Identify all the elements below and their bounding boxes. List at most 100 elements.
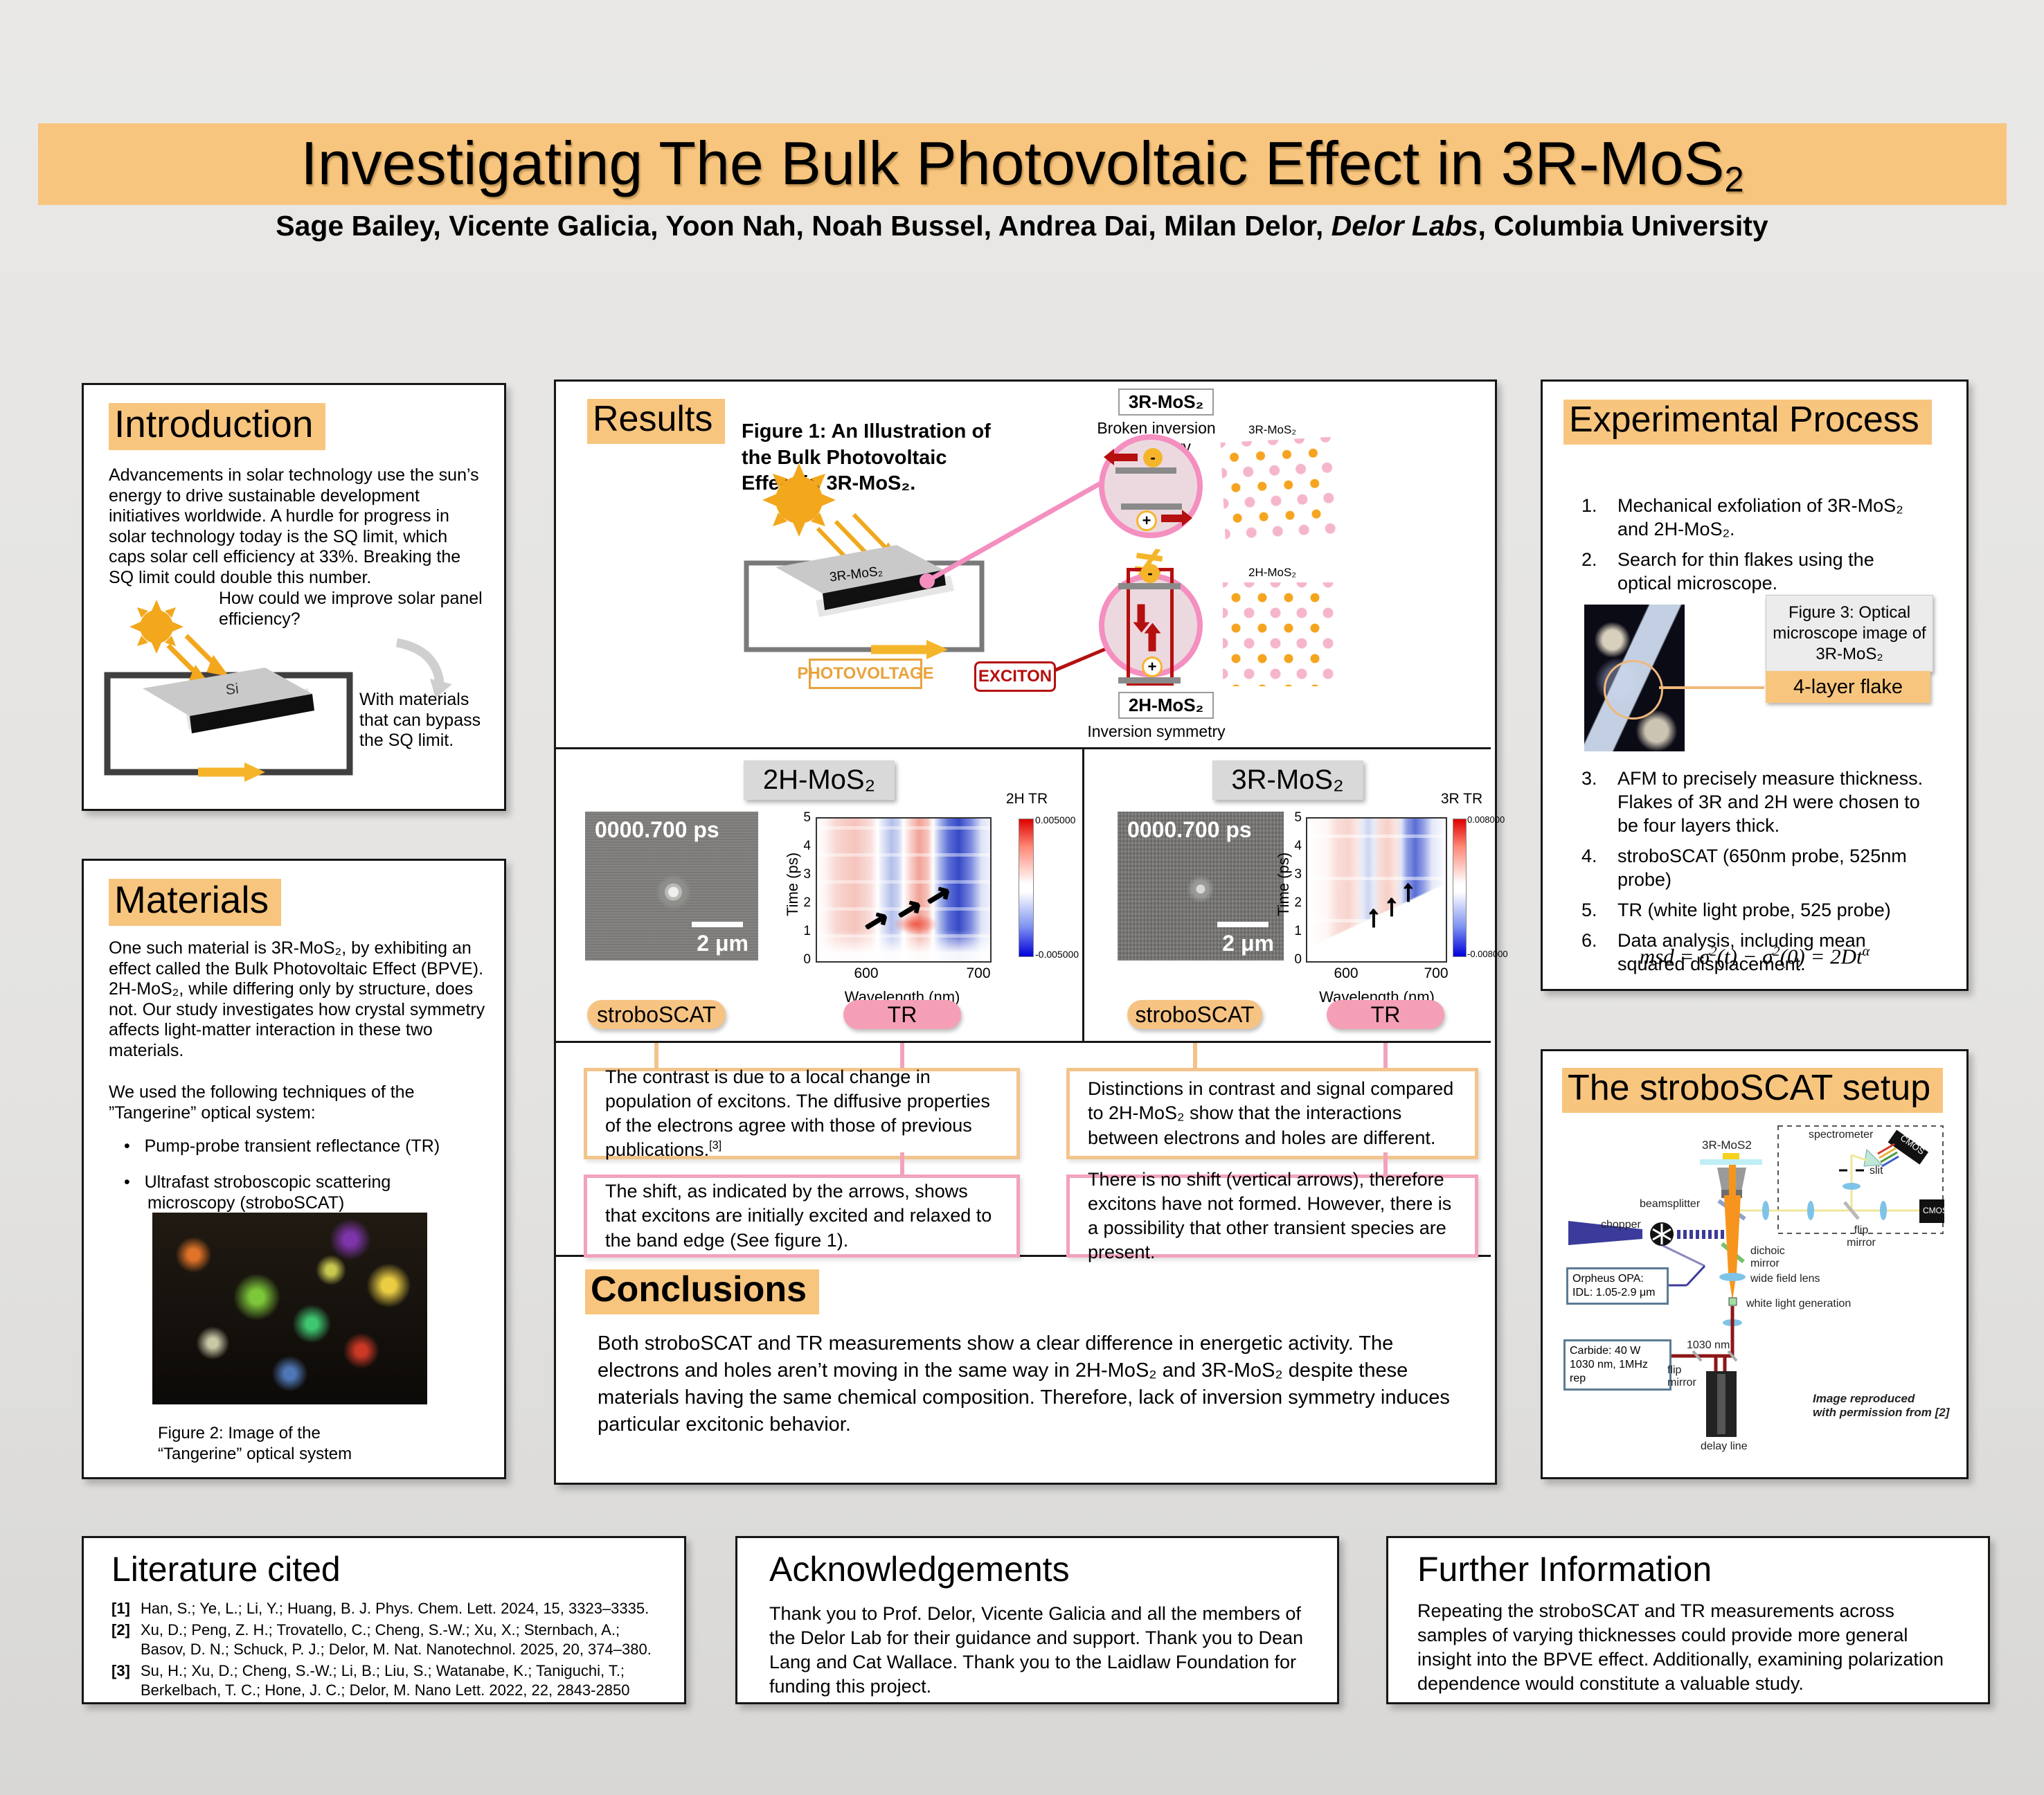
si-label: Si xyxy=(224,681,240,698)
y-tick: 1 xyxy=(1294,924,1302,938)
lens xyxy=(1843,1183,1861,1190)
label-flip-mirror-2: flip mirror xyxy=(1667,1364,1696,1389)
y-tick: 3 xyxy=(1294,867,1302,882)
sample-slide xyxy=(1700,1159,1762,1165)
connector-line xyxy=(900,1152,904,1175)
experimental-heading: Experimental Process xyxy=(1563,400,1932,445)
scalebar-label: 2 μm xyxy=(1222,931,1274,956)
step-3: 3. AFM to precisely measure thickness. Fl… xyxy=(1581,768,1924,837)
x-tick: 600 xyxy=(1334,965,1359,981)
flake-connector-line xyxy=(1659,686,1764,689)
hole-icon: + xyxy=(1136,510,1157,531)
colorbar-max: 0.008000 xyxy=(1467,814,1505,825)
step-6: 6. Data analysis, including mean squared … xyxy=(1581,930,1866,975)
figure-2-caption: Figure 2: Image of the “Tangerine” optic… xyxy=(158,1424,352,1463)
materials-section: Materials One such material is 3R-MoS₂, … xyxy=(82,859,506,1479)
energy-level xyxy=(1121,503,1182,510)
si-slab-side xyxy=(190,694,314,733)
panel-2h: 2H-MoS₂ 0000.700 ps 2 μm Time (ps) 5 4 3… xyxy=(556,749,1084,1041)
scalebar xyxy=(692,922,743,927)
connector-line xyxy=(1383,1152,1388,1175)
scalebar xyxy=(1217,922,1268,927)
label-cmos-2: CMOS xyxy=(1923,1206,1948,1215)
label-beamsplitter: beamsplitter xyxy=(1640,1198,1701,1210)
pump-beam xyxy=(1568,1221,1642,1245)
callout-3r-stroboscat: Distinctions in contrast and signal comp… xyxy=(1066,1068,1478,1159)
vertical-arrow-icon: ↑ xyxy=(1400,873,1415,908)
colorbar-title: 2H TR xyxy=(1005,791,1048,807)
white-light-crystal xyxy=(1728,1297,1737,1306)
lens xyxy=(1807,1201,1814,1220)
solar-cell-diagram xyxy=(104,600,452,782)
electron-icon: - xyxy=(1140,564,1160,583)
x-tick: 700 xyxy=(966,965,991,981)
literature-section: Literature cited [1] Han, S.; Ye, L.; Li,… xyxy=(82,1536,686,1704)
callout-2h-tr: The shift, as indicated by the arrows, s… xyxy=(584,1175,1020,1258)
colorbar-min: -0.008000 xyxy=(1467,949,1508,959)
x-tick: 700 xyxy=(1424,965,1449,981)
y-tick: 5 xyxy=(803,810,811,825)
carbide-box: Carbide: 40 W 1030 nm, 1MHz rep xyxy=(1563,1339,1671,1391)
introduction-body: Advancements in solar technology use the… xyxy=(109,465,479,587)
1030nm-path xyxy=(1662,1306,1734,1371)
figure-3-caption: Figure 3: Optical microscope image of 3R… xyxy=(1766,595,1933,672)
3r-label-box: 3R-MoS₂ xyxy=(1118,389,1214,416)
callouts-zone: The contrast is due to a local change in… xyxy=(556,1043,1491,1262)
sun-icon xyxy=(762,463,836,537)
panel-3r-title: 3R-MoS₂ xyxy=(1212,760,1363,800)
colorbar-title: 3R TR xyxy=(1440,791,1483,807)
step-1: 1. Mechanical exfoliation of 3R-MoS₂ and … xyxy=(1581,495,1903,540)
y-tick: 2 xyxy=(803,895,811,910)
stroboscat-pill: stroboSCAT xyxy=(1127,1000,1262,1029)
down-arrow-icon xyxy=(1137,604,1145,623)
electron-arrow-left-icon xyxy=(1104,449,1138,465)
shift-arrow-icon: ↗ xyxy=(920,876,954,916)
timestamp: 0000.700 ps xyxy=(1127,817,1252,842)
figure-1-zone: Results Figure 1: An Illustration of the… xyxy=(556,382,1491,749)
callout-2h-stroboscat: The contrast is due to a local change in… xyxy=(584,1066,1020,1160)
connector-line xyxy=(1193,1043,1197,1069)
citation-ref: [3] xyxy=(709,1139,722,1152)
widefield-beam xyxy=(1724,1195,1741,1273)
timestamp: 0000.700 ps xyxy=(595,817,719,842)
conclusions-zone: Conclusions Both stroboSCAT and TR measu… xyxy=(556,1257,1491,1479)
step-4: 4. stroboSCAT (650nm probe, 525nm probe) xyxy=(1581,846,1907,891)
stroboscat-image-3r: 0000.700 ps 2 μm xyxy=(1118,812,1284,961)
x-tick: 600 xyxy=(854,965,879,981)
cmos-camera xyxy=(1888,1129,1929,1165)
lens xyxy=(1880,1201,1887,1220)
tr-pill: TR xyxy=(1327,1000,1444,1029)
intro-question: How could we improve solar panel efficie… xyxy=(219,589,483,629)
step-2: 2. Search for thin flakes using the optic… xyxy=(1581,549,1874,594)
flake-label: 4-layer flake xyxy=(1766,671,1930,703)
inversion-caption: Inversion symmetry xyxy=(1087,722,1226,740)
label-slit: slit xyxy=(1870,1165,1883,1177)
sample-flake xyxy=(1723,1153,1739,1159)
y-tick: 4 xyxy=(1294,839,1302,853)
3r-exciton-circle: - + xyxy=(1099,434,1203,538)
label-dichroic: dichoic mirror xyxy=(1750,1245,1785,1270)
y-tick: 0 xyxy=(803,952,811,967)
label-1030nm: 1030 nm xyxy=(1687,1339,1730,1351)
poster-title-subscript: 2 xyxy=(1724,159,1744,199)
orpheus-box: Orpheus OPA: IDL: 1.05-2.9 μm xyxy=(1566,1267,1669,1305)
experimental-steps-top: 1. Mechanical exfoliation of 3R-MoS₂ and … xyxy=(1581,494,1928,602)
label-delay-line: delay line xyxy=(1701,1440,1748,1452)
hole-arrow-right-icon xyxy=(1161,510,1192,526)
y-tick: 0 xyxy=(1294,952,1302,967)
cmos-camera-2 xyxy=(1919,1199,1944,1223)
y-tick: 4 xyxy=(803,839,811,853)
colorbar xyxy=(1453,819,1467,957)
2h-lattice-diagram xyxy=(1223,582,1334,686)
authors-text: Sage Bailey, Vicente Galicia, Yoon Nah, … xyxy=(276,210,1332,242)
literature-heading: Literature cited xyxy=(111,1550,341,1589)
y-tick: 3 xyxy=(803,867,811,882)
acknowledgements-section: Acknowledgements Thank you to Prof. Delo… xyxy=(735,1536,1339,1704)
panel-2h-title: 2H-MoS₂ xyxy=(743,760,895,800)
2h-label-box: 2H-MoS₂ xyxy=(1118,692,1214,719)
current-arrow-icon xyxy=(198,762,265,782)
spectrometer-box xyxy=(1777,1125,1944,1234)
stroboscat-pill: stroboSCAT xyxy=(587,1000,726,1029)
colorbar-min: -0.005000 xyxy=(1035,949,1079,960)
y-tick: 2 xyxy=(1294,895,1302,910)
